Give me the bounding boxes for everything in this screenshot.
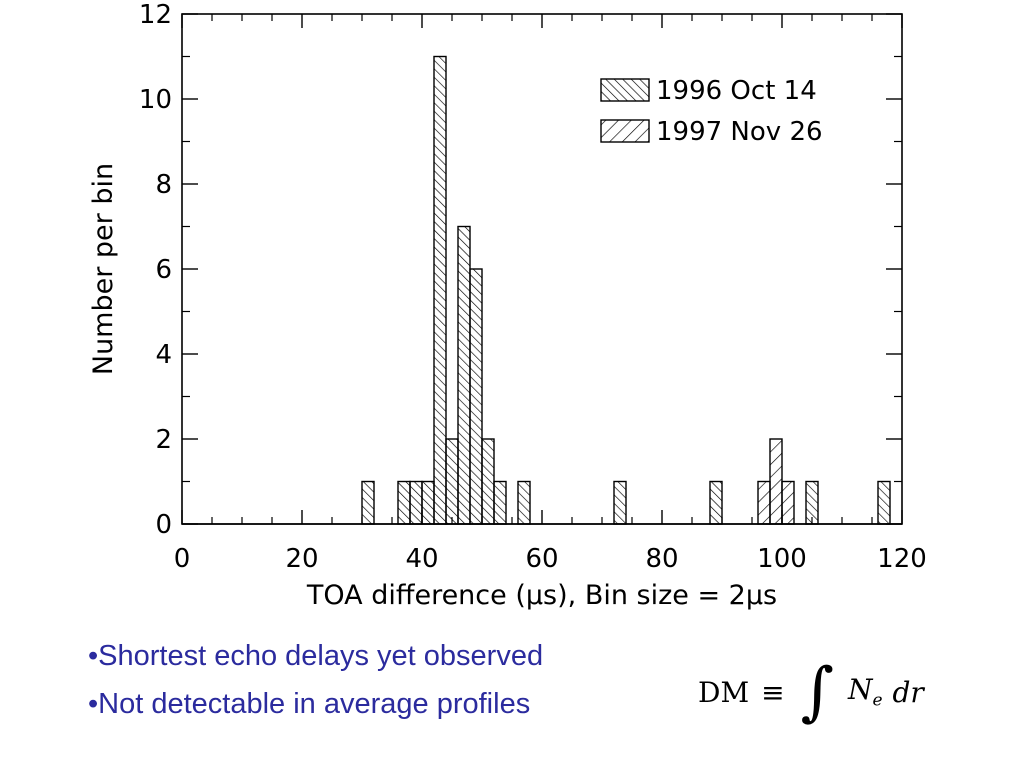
bar-0-2 — [409, 480, 423, 525]
bar-1-2 — [781, 480, 795, 525]
legend-swatch-1 — [600, 119, 650, 143]
y-tick-label: 4 — [155, 340, 172, 370]
y-tick-label: 6 — [155, 255, 172, 285]
y-tick-label: 8 — [155, 170, 172, 200]
y-tick-label: 2 — [155, 425, 172, 455]
bar-0-0 — [361, 480, 375, 525]
bar-0-5 — [445, 438, 459, 525]
bar-0-1 — [397, 480, 411, 525]
bar-0-3 — [421, 480, 435, 525]
bar-1-1 — [769, 438, 783, 525]
bar-0-14 — [877, 480, 891, 525]
bar-0-12 — [709, 480, 723, 525]
bar-0-4 — [433, 55, 447, 525]
formula-dr: dr — [892, 675, 924, 709]
x-tick-label: 60 — [525, 544, 558, 574]
legend-label-0: 1996 Oct 14 — [656, 76, 817, 106]
x-tick-label: 100 — [757, 544, 807, 574]
formula-ne: Ne — [848, 673, 883, 711]
bar-0-10 — [517, 480, 531, 525]
y-tick-label: 0 — [155, 510, 172, 540]
formula-ne-sub: e — [872, 690, 883, 711]
formula-equiv: ≡ — [761, 675, 785, 709]
formula-integral: ∫ — [800, 655, 834, 729]
bullet-shortest-echo: •Shortest echo delays yet observed — [88, 640, 544, 672]
legend-label-1: 1997 Nov 26 — [656, 117, 823, 147]
y-tick-label: 12 — [139, 0, 172, 30]
bar-0-6 — [457, 225, 471, 525]
bar-0-11 — [613, 480, 627, 525]
x-tick-label: 0 — [174, 544, 191, 574]
x-tick-label: 120 — [877, 544, 927, 574]
y-axis-label: Number per bin — [88, 163, 119, 375]
bar-0-8 — [481, 438, 495, 525]
bar-1-0 — [757, 480, 771, 525]
y-tick-label: 10 — [139, 85, 172, 115]
x-tick-label: 80 — [645, 544, 678, 574]
bullet-not-detectable: •Not detectable in average profiles — [88, 688, 531, 720]
bar-0-7 — [469, 268, 483, 525]
x-tick-label: 40 — [405, 544, 438, 574]
formula-ne-base: N — [847, 673, 873, 707]
dm-formula: DM ≡ ∫ Ne dr — [698, 652, 924, 732]
legend: 1996 Oct 14 1997 Nov 26 — [600, 76, 823, 147]
bullet-list: •Shortest echo delays yet observed •Not … — [88, 632, 543, 728]
bar-0-9 — [493, 480, 507, 525]
x-axis-label: TOA difference (μs), Bin size = 2μs — [306, 580, 777, 611]
axis-ticks-group: 0 20 40 60 80 100 120 0 2 4 6 8 10 12 — [139, 0, 927, 574]
bars-group — [182, 55, 902, 525]
legend-swatch-0 — [600, 78, 650, 102]
formula-dm: DM — [698, 675, 750, 709]
x-tick-label: 20 — [285, 544, 318, 574]
